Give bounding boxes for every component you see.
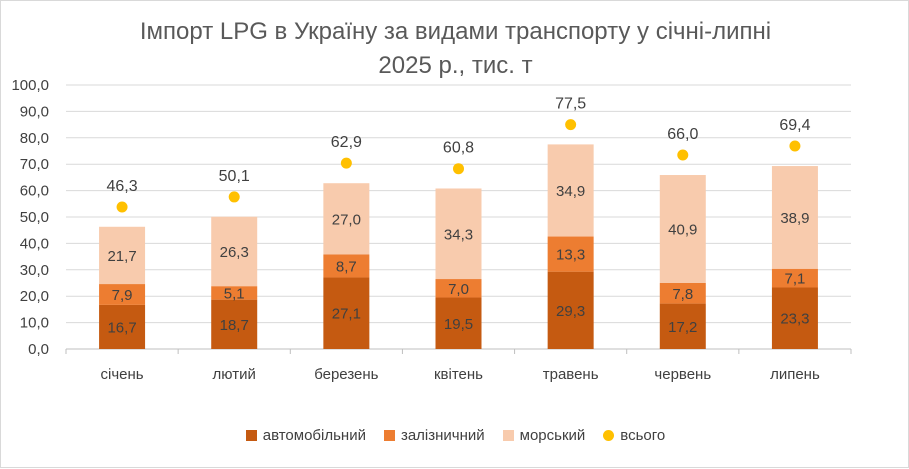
chart-title-line-2: 2025 р., тис. т xyxy=(378,52,533,79)
total-data-label: 46,3 xyxy=(107,178,138,195)
total-point xyxy=(228,191,240,203)
y-tick-label: 0,0 xyxy=(28,341,49,358)
x-tick-label: травень xyxy=(543,366,599,383)
bar-data-label: 27,0 xyxy=(332,211,361,228)
bar-segment xyxy=(99,226,146,285)
total-point xyxy=(116,201,128,213)
bar-segment xyxy=(659,175,706,283)
total-data-label: 66,0 xyxy=(667,126,698,143)
total-data-label: 60,8 xyxy=(443,140,474,157)
bar-segment xyxy=(547,236,594,272)
total-point xyxy=(340,157,352,169)
legend-label-rail: залізничний xyxy=(400,427,485,444)
bar-segment xyxy=(547,271,594,349)
bar-segment xyxy=(659,303,706,349)
bar-segment xyxy=(211,216,258,287)
y-tick-label: 40,0 xyxy=(20,235,49,252)
x-tick-label: липень xyxy=(770,366,820,383)
legend-item-sea: морський xyxy=(502,427,586,444)
total-data-label: 77,5 xyxy=(555,96,586,113)
bar-data-label: 5,1 xyxy=(224,285,245,302)
x-tick-label: січень xyxy=(101,366,144,383)
bar-segment xyxy=(659,283,706,304)
legend-label-sea: морський xyxy=(519,427,586,444)
chart-legend: автомобільний залізничний морський всьог… xyxy=(1,427,909,444)
bar-segment xyxy=(99,284,146,305)
y-tick-label: 60,0 xyxy=(20,183,49,200)
bar-data-label: 7,9 xyxy=(112,287,133,304)
bar-data-label: 40,9 xyxy=(668,222,697,239)
bar-data-label: 23,3 xyxy=(780,311,809,328)
bar-data-label: 16,7 xyxy=(107,319,136,336)
bar-segment xyxy=(99,304,146,349)
bar-data-label: 7,8 xyxy=(672,286,693,303)
bar-data-label: 19,5 xyxy=(444,316,473,333)
bar-data-label: 7,0 xyxy=(448,281,469,298)
legend-swatch-auto xyxy=(245,430,257,441)
legend-item-rail: залізничний xyxy=(383,427,485,444)
bar-data-label: 27,1 xyxy=(332,306,361,323)
legend-label-auto: автомобільний xyxy=(262,427,366,444)
x-tick-label: квітень xyxy=(434,366,483,383)
legend-item-auto: автомобільний xyxy=(245,427,366,444)
total-point xyxy=(453,163,464,175)
bar-data-label: 21,7 xyxy=(107,248,136,265)
bar-segment xyxy=(435,297,482,349)
y-tick-label: 30,0 xyxy=(20,262,49,279)
y-tick-label: 100,0 xyxy=(11,77,49,94)
bar-data-label: 13,3 xyxy=(556,247,585,264)
y-tick-label: 70,0 xyxy=(20,156,49,173)
bar-data-label: 7,1 xyxy=(784,271,805,288)
bar-segment xyxy=(323,254,370,278)
bar-segment xyxy=(323,183,370,255)
bar-segment xyxy=(771,287,818,349)
bar-segment xyxy=(435,279,482,298)
bar-data-label: 17,2 xyxy=(668,319,697,336)
x-tick-label: червень xyxy=(654,366,711,383)
bar-data-label: 29,3 xyxy=(556,303,585,320)
total-data-label: 69,4 xyxy=(779,117,810,134)
legend-label-total: всього xyxy=(620,427,666,444)
total-point xyxy=(789,140,801,152)
x-tick-label: березень xyxy=(314,366,378,383)
total-point xyxy=(677,149,689,161)
y-tick-label: 50,0 xyxy=(20,209,49,226)
chart-title-line-1: Імпорт LPG в Україну за видами транспорт… xyxy=(139,18,772,45)
total-data-label: 62,9 xyxy=(331,134,362,151)
legend-swatch-rail xyxy=(383,430,395,441)
bar-data-label: 38,9 xyxy=(780,210,809,227)
y-tick-label: 20,0 xyxy=(20,288,49,305)
y-tick-label: 90,0 xyxy=(20,103,49,120)
chart-title: Імпорт LPG в Україну за видами транспорт… xyxy=(1,15,909,83)
bar-data-label: 8,7 xyxy=(336,258,357,275)
bar-data-label: 26,3 xyxy=(220,244,249,261)
total-data-label: 50,1 xyxy=(219,168,250,185)
bar-segment xyxy=(771,166,818,269)
total-point xyxy=(565,119,577,131)
bar-segment xyxy=(547,144,594,237)
legend-swatch-sea xyxy=(502,430,514,441)
bar-segment xyxy=(323,277,370,349)
legend-item-total: всього xyxy=(603,427,665,444)
bar-data-label: 34,3 xyxy=(444,226,473,243)
bar-segment xyxy=(435,188,482,280)
bar-segment xyxy=(211,286,258,300)
bar-data-label: 34,9 xyxy=(556,183,585,200)
bar-data-label: 18,7 xyxy=(220,317,249,334)
bar-segment xyxy=(771,268,818,288)
y-tick-label: 80,0 xyxy=(20,130,49,147)
bar-segment xyxy=(211,299,258,349)
x-tick-label: лютий xyxy=(213,366,256,383)
y-tick-label: 10,0 xyxy=(20,315,49,332)
legend-marker-total xyxy=(603,430,615,441)
